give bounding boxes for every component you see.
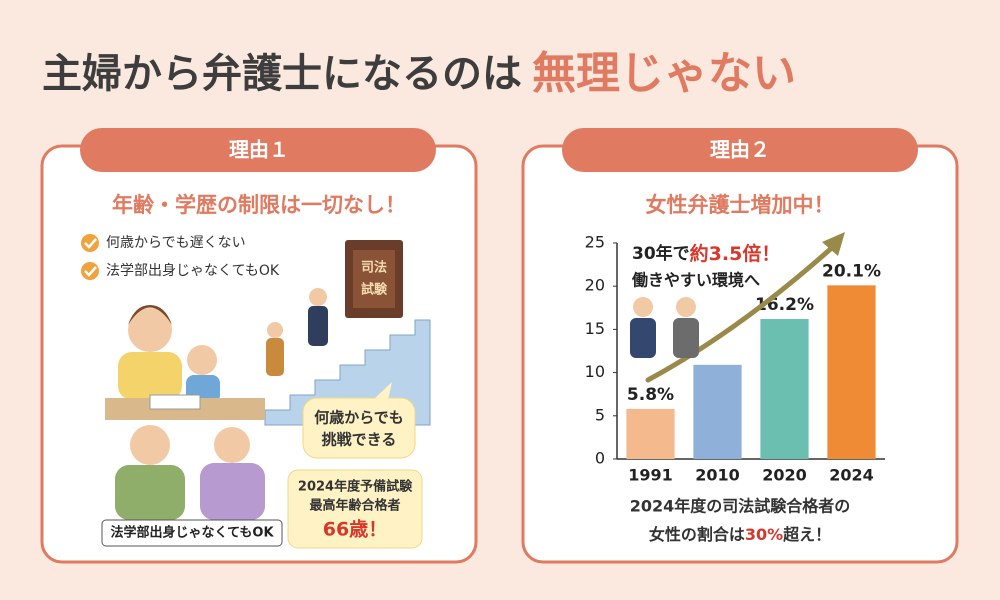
person-head: [187, 345, 217, 375]
checklist-item: 何歳からでも遅くない: [106, 235, 246, 251]
value-label: 20.1%: [822, 261, 881, 281]
record-text: 2024年度予備試験: [298, 479, 413, 495]
person-head: [130, 425, 170, 465]
value-label: 5.8%: [627, 385, 674, 405]
tab: [80, 128, 436, 172]
record-highlight: 66歳！: [323, 519, 387, 541]
person-body: [308, 306, 328, 346]
x-tick-label: 2010: [695, 466, 740, 485]
annotation-highlight: 約3.5倍！: [690, 242, 781, 265]
caption-box: [101, 519, 283, 547]
person-body: [200, 463, 265, 520]
check-icon: [81, 262, 99, 280]
annotation: 30年で約3.5倍！: [632, 242, 780, 265]
bar: [626, 408, 675, 459]
record-box: [287, 469, 423, 549]
annotation-text: 30年で: [632, 243, 690, 264]
person-body: [118, 352, 182, 400]
title: 主婦から弁護士になるのは 無理じゃない: [42, 48, 796, 99]
caption: 法学部出身じゃなくてもOK: [110, 525, 274, 541]
arrow-head: [822, 232, 845, 256]
book-cover: [353, 250, 395, 308]
person-head: [633, 297, 653, 317]
bubble-text: 挑戦できる: [322, 431, 397, 449]
check-icon: [81, 234, 99, 252]
person-body: [266, 338, 284, 376]
person-head: [309, 288, 327, 306]
check-mark: [84, 266, 97, 277]
footnote: 2024年度の司法試験合格者の: [630, 497, 851, 516]
y-tick-label: 0: [595, 449, 605, 468]
panel-heading: 女性弁護士増加中！: [646, 193, 835, 217]
book-title: 試験: [361, 282, 388, 298]
footnote: 女性の割合は30%超え！: [649, 525, 831, 544]
book-title: 司法: [361, 260, 387, 276]
y-tick-label: 25: [585, 233, 605, 252]
title-emphasis: 無理じゃない: [532, 48, 796, 99]
y-tick-label: 20: [585, 276, 605, 295]
x-tick-label: 1991: [628, 466, 673, 485]
x-tick-label: 2020: [762, 466, 807, 485]
person-body: [673, 318, 699, 358]
tab: [562, 128, 918, 172]
y-tick-label: 15: [585, 319, 605, 338]
footnote-highlight: 30%: [745, 525, 783, 544]
notebook: [149, 394, 201, 410]
title-main: 主婦から弁護士になるのは: [42, 51, 522, 97]
panel-heading: 年齢・学歴の制限は一切なし！: [112, 193, 406, 217]
checklist-item: 法学部出身じゃなくてもOK: [106, 263, 280, 279]
person-body: [115, 465, 185, 520]
tab-label: 理由１: [229, 138, 289, 162]
record-text: 最高年齢合格者: [309, 498, 400, 514]
check-mark: [84, 238, 97, 249]
bar: [760, 319, 809, 459]
bubble-tail: [375, 382, 392, 400]
person-hair: [128, 305, 172, 325]
person-head: [267, 322, 283, 338]
person-head: [214, 427, 250, 463]
bar: [827, 285, 876, 459]
person-head: [676, 297, 696, 317]
person-body: [630, 318, 656, 358]
footnote-text: 女性の割合は: [649, 525, 745, 544]
bar: [693, 364, 742, 459]
bubble-text: 何歳からでも: [314, 409, 404, 427]
x-tick-label: 2024: [829, 466, 874, 485]
footnote-text: 超え！: [782, 525, 831, 544]
y-tick-label: 5: [595, 405, 605, 424]
annotation: 働きやすい環境へ: [631, 271, 760, 290]
y-tick-label: 10: [585, 362, 605, 381]
trend-arrow: [645, 242, 838, 383]
tab-label: 理由２: [710, 138, 770, 162]
speech-bubble: [302, 397, 416, 459]
person-head: [128, 308, 172, 352]
